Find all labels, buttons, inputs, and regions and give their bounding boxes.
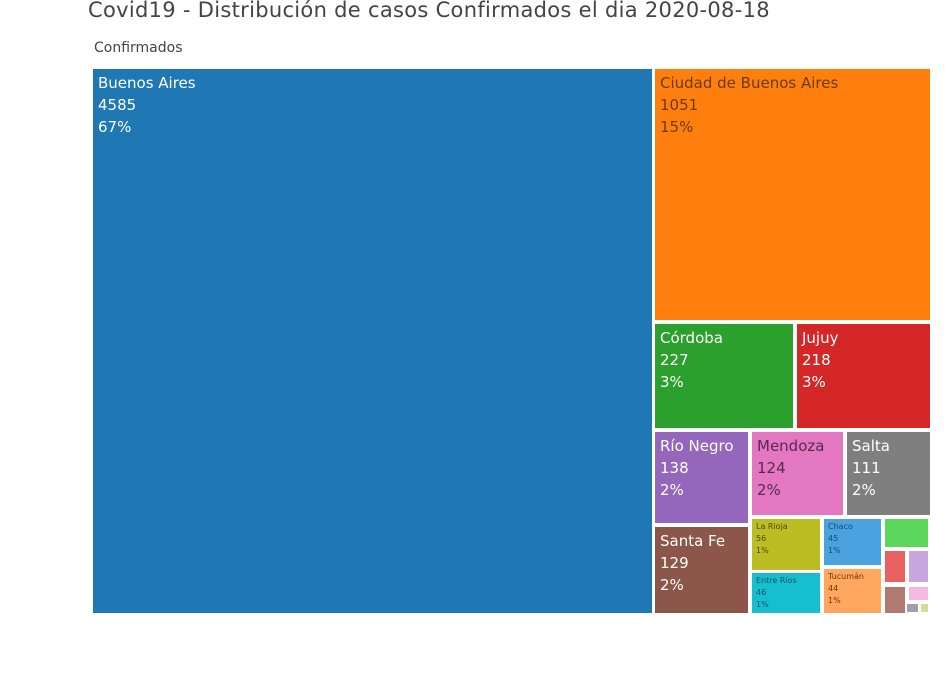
tile-percent: 3% [802,373,826,391]
treemap-tile-mendoza[interactable]: Mendoza 124 2% [752,432,843,515]
treemap-tile-jujuy[interactable]: Jujuy 218 3% [797,324,930,428]
treemap-tile-chaco[interactable]: Chaco 45 1% [824,519,881,565]
tile-name: Mendoza [757,437,825,455]
treemap-tile-small[interactable] [907,604,918,612]
treemap-tile-small[interactable] [909,587,928,600]
tile-percent: 3% [660,373,684,391]
tile-percent: 2% [852,481,876,499]
tile-percent: 15% [660,118,694,136]
treemap-tile-entre-ríos[interactable]: Entre Ríos 46 1% [752,573,820,613]
treemap-tile-small[interactable] [921,604,928,612]
tile-name: Jujuy [802,329,839,347]
tile-percent: 2% [660,481,684,499]
tile-percent: 1% [756,600,769,609]
tile-value: 1051 [660,96,699,114]
treemap-tile-la-rioja[interactable]: La Rioja 56 1% [752,519,820,570]
tile-value: 4585 [98,96,137,114]
tile-name: Entre Ríos [756,576,797,585]
treemap-root-label[interactable]: Confirmados [94,40,183,56]
tile-percent: 1% [828,596,841,605]
treemap-tile-tucumán[interactable]: Tucumán 44 1% [824,569,881,613]
tile-value: 227 [660,351,689,369]
tile-name: Santa Fe [660,532,726,550]
treemap-tile-buenos-aires[interactable]: Buenos Aires 4585 67% [93,69,652,613]
treemap-tile-small[interactable] [885,551,905,582]
tile-percent: 1% [756,546,769,555]
tile-value: 218 [802,351,831,369]
tile-name: Buenos Aires [98,74,196,92]
tile-name: Salta [852,437,890,455]
tile-percent: 2% [660,576,684,594]
tile-value: 111 [852,459,881,477]
tile-percent: 1% [828,546,841,555]
tile-value: 45 [828,534,839,543]
tile-value: 138 [660,459,689,477]
treemap-tile-small[interactable] [885,519,928,547]
treemap-tile-salta[interactable]: Salta 111 2% [847,432,930,515]
treemap-tile-río-negro[interactable]: Río Negro 138 2% [655,432,748,523]
treemap-tile-small[interactable] [909,551,928,582]
tile-name: Tucumán [828,572,864,581]
tile-value: 46 [756,588,767,597]
tile-value: 56 [756,534,767,543]
treemap-tile-ciudad-de-buenos-aires[interactable]: Ciudad de Buenos Aires 1051 15% [655,69,930,320]
tile-value: 129 [660,554,689,572]
tile-name: Río Negro [660,437,734,455]
tile-value: 124 [757,459,786,477]
tile-name: Ciudad de Buenos Aires [660,74,839,92]
chart-title: Covid19 - Distribución de casos Confirma… [88,0,770,22]
tile-value: 44 [828,584,839,593]
tile-name: Córdoba [660,329,723,347]
tile-name: La Rioja [756,522,788,531]
tile-percent: 2% [757,481,781,499]
treemap-tile-santa-fe[interactable]: Santa Fe 129 2% [655,527,748,613]
treemap-tile-córdoba[interactable]: Córdoba 227 3% [655,324,793,428]
tile-percent: 67% [98,118,132,136]
tile-name: Chaco [828,522,853,531]
treemap-tile-small[interactable] [885,587,905,613]
